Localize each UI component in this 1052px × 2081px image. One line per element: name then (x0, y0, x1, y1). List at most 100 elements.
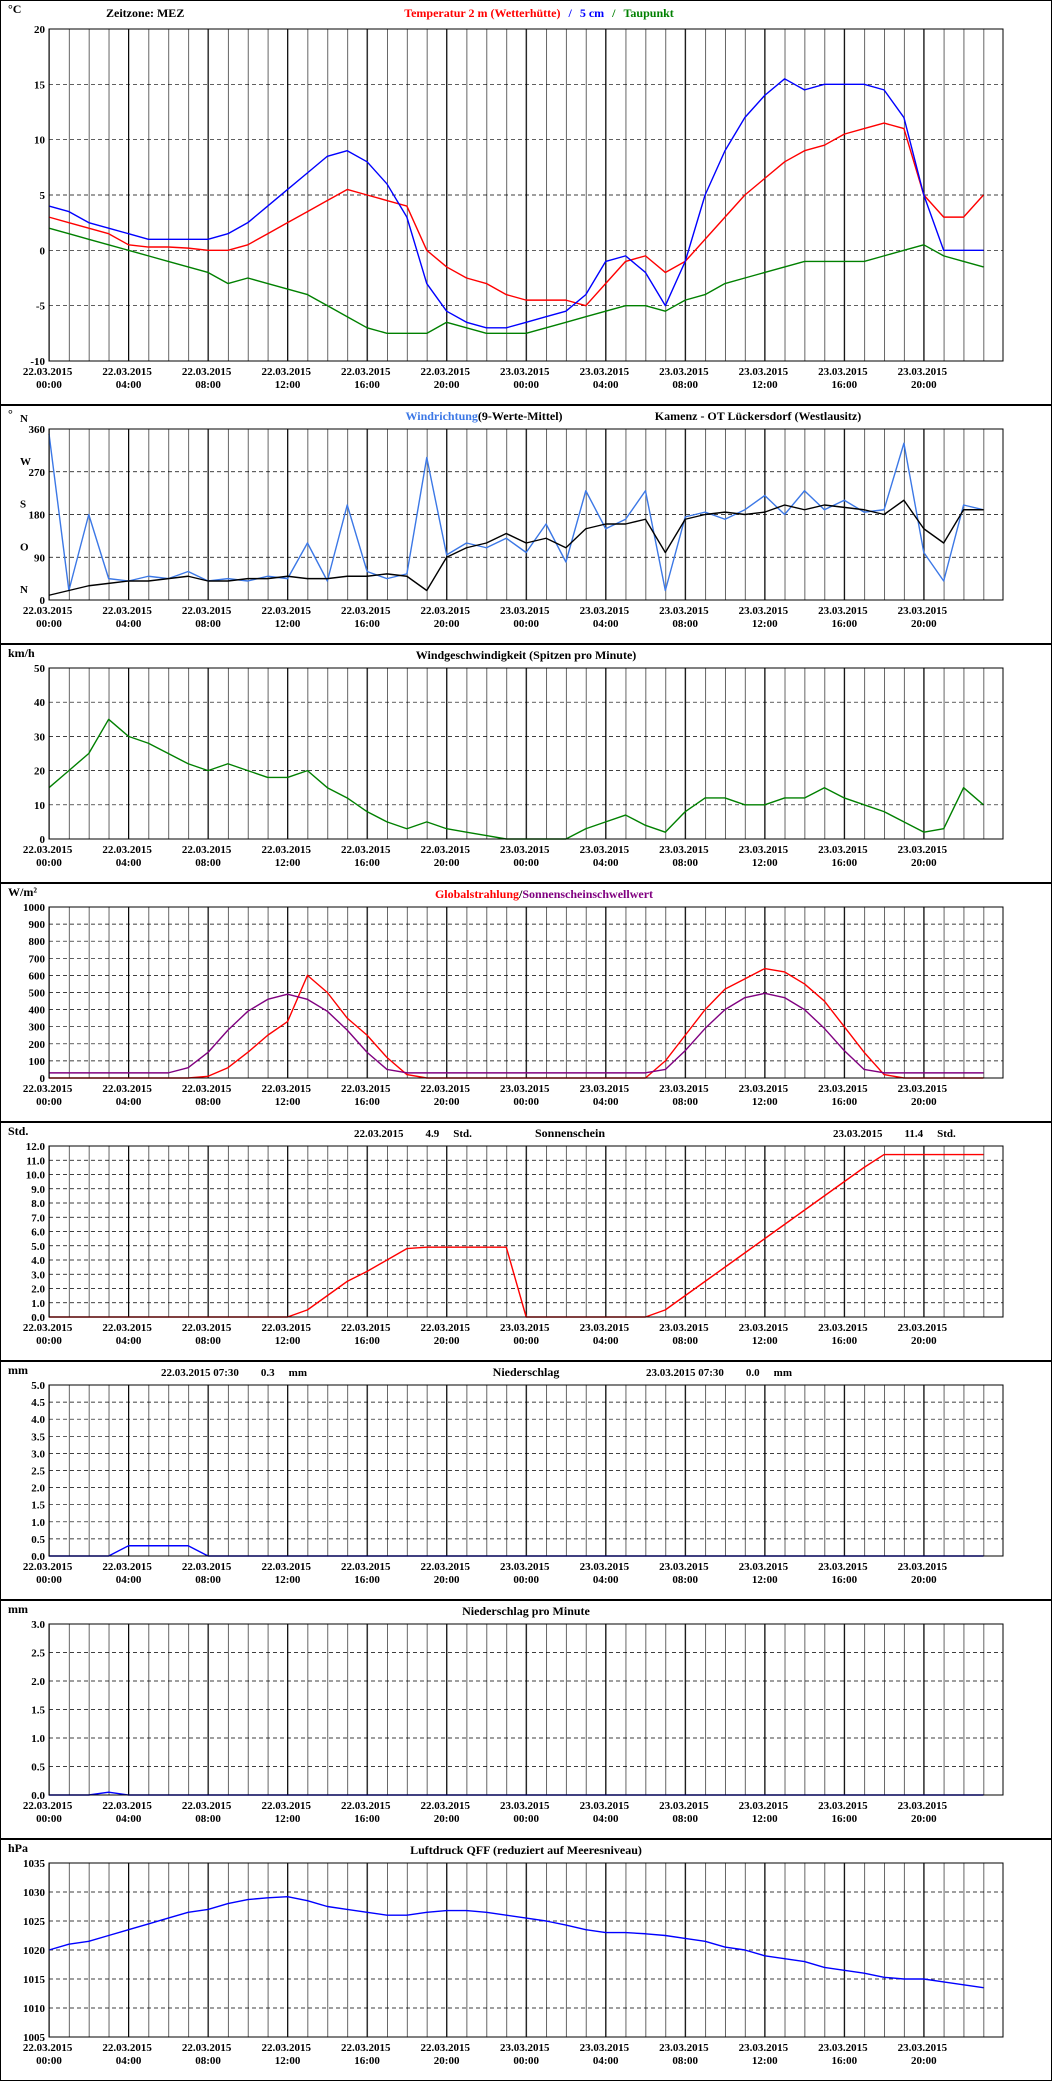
annotation: mm (289, 1367, 307, 1379)
x-tick-label: 23.03.2015 08:00 (659, 1322, 711, 1347)
y-tick-label: 1.5 (31, 1705, 45, 1717)
x-tick-label: 22.03.2015 16:00 (341, 1561, 393, 1586)
y-axis-label: hPa (8, 1841, 28, 1855)
x-tick-label: 23.03.2015 04:00 (580, 1561, 632, 1586)
x-tick-label: 22.03.2015 08:00 (182, 1322, 234, 1347)
y-tick-label: 900 (29, 919, 46, 931)
x-tick-label: 23.03.2015 04:00 (580, 2042, 632, 2067)
y-tick-label: 700 (29, 953, 46, 965)
y-tick-label: 9.0 (31, 1184, 45, 1196)
x-tick-label: 22.03.2015 04:00 (102, 1800, 154, 1825)
x-tick-label: 22.03.2015 04:00 (102, 1561, 154, 1586)
x-tick-label: 23.03.2015 12:00 (739, 1083, 791, 1108)
x-tick-label: 22.03.2015 16:00 (341, 366, 393, 391)
x-tick-label: 23.03.2015 20:00 (898, 1561, 950, 1586)
y-tick-label: 7.0 (31, 1212, 45, 1224)
x-tick-label: 22.03.2015 16:00 (341, 605, 393, 630)
chart-title: Sonnenschein (535, 1126, 605, 1140)
x-tick-label: 23.03.2015 04:00 (580, 844, 632, 869)
y-tick-label: 1020 (23, 1945, 46, 1957)
y-tick-label: 800 (29, 936, 46, 948)
y-axis-label: km/h (8, 646, 35, 660)
x-tick-label: 22.03.2015 20:00 (421, 605, 473, 630)
y-tick-label: 0.0 (31, 1790, 45, 1802)
x-tick-label: 22.03.2015 20:00 (421, 1561, 473, 1586)
x-tick-label: 23.03.2015 12:00 (739, 1322, 791, 1347)
series-line (48, 78, 984, 329)
legend-entry: Temperatur 2 m (Wetterhütte) (404, 6, 560, 20)
y-tick-label: 0.5 (31, 1534, 45, 1546)
x-tick-label: 23.03.2015 16:00 (818, 366, 870, 391)
x-tick-label: 23.03.2015 20:00 (898, 1322, 950, 1347)
x-tick-label: 22.03.2015 04:00 (102, 1083, 154, 1108)
y-tick-label: 8.0 (31, 1198, 45, 1210)
y-tick-label: -5 (36, 301, 46, 313)
y-tick-label: 30 (34, 731, 46, 743)
x-tick-label: 22.03.2015 08:00 (182, 844, 234, 869)
y-tick-label: 4.5 (31, 1397, 45, 1409)
x-tick-label: 22.03.2015 04:00 (102, 2042, 154, 2067)
x-tick-label: 23.03.2015 20:00 (898, 1083, 950, 1108)
y-tick-label: 1015 (23, 1974, 46, 1986)
plot-frame (48, 667, 1004, 840)
x-tick-label: 22.03.2015 12:00 (261, 1083, 313, 1108)
y-tick-label: 10 (34, 800, 46, 812)
x-tick-label: 23.03.2015 16:00 (818, 1322, 870, 1347)
legend-entry: Globalstrahlung (435, 887, 519, 901)
x-tick-label: 22.03.2015 08:00 (182, 605, 234, 630)
y-tick-label: 0 (40, 595, 46, 607)
x-tick-label: 22.03.2015 16:00 (341, 1083, 393, 1108)
x-tick-label: 23.03.2015 20:00 (898, 605, 950, 630)
y-tick-label: 1025 (23, 1916, 46, 1928)
x-tick-label: 23.03.2015 16:00 (818, 2042, 870, 2067)
x-tick-label: 22.03.2015 20:00 (421, 2042, 473, 2067)
y-tick-label: 15 (34, 79, 46, 91)
y-axis-label: °C (8, 2, 21, 16)
x-tick-label: 23.03.2015 08:00 (659, 1083, 711, 1108)
series-line (48, 122, 984, 307)
x-tick-label: 22.03.2015 00:00 (23, 366, 75, 391)
x-tick-label: 23.03.2015 00:00 (500, 2042, 552, 2067)
compass-label: S (20, 499, 26, 511)
y-tick-label: 1.0 (31, 1733, 45, 1745)
x-tick-label: 23.03.2015 04:00 (580, 1322, 632, 1347)
y-tick-label: 11.0 (26, 1155, 45, 1167)
x-tick-label: 23.03.2015 04:00 (580, 1800, 632, 1825)
x-tick-label: 23.03.2015 16:00 (818, 1083, 870, 1108)
y-tick-label: 1000 (23, 902, 46, 914)
y-tick-label: 0.5 (31, 1762, 45, 1774)
x-tick-label: 23.03.2015 00:00 (500, 1561, 552, 1586)
y-tick-label: 500 (29, 988, 46, 1000)
x-tick-label: 23.03.2015 00:00 (500, 1083, 552, 1108)
y-tick-label: 2.0 (31, 1676, 45, 1688)
y-tick-label: 0 (40, 245, 46, 257)
legend-entry: 5 cm (580, 6, 604, 20)
legend-entry: Taupunkt (624, 6, 674, 20)
y-tick-label: 0 (40, 1073, 46, 1085)
y-tick-label: 20 (34, 766, 46, 778)
x-tick-label: 23.03.2015 12:00 (739, 1800, 791, 1825)
x-tick-label: 23.03.2015 04:00 (580, 1083, 632, 1108)
x-tick-label: 22.03.2015 08:00 (182, 1083, 234, 1108)
x-tick-label: 22.03.2015 12:00 (261, 1800, 313, 1825)
x-tick-label: 22.03.2015 08:00 (182, 1561, 234, 1586)
x-tick-label: 23.03.2015 20:00 (898, 1800, 950, 1825)
panel: 0 10 20 30 40 50 22.03.2015 00:00 22.03.2015 04… (0, 644, 1052, 883)
y-tick-label: 4.0 (31, 1255, 45, 1267)
x-tick-label: 22.03.2015 00:00 (23, 1561, 75, 1586)
y-tick-label: 0.0 (31, 1551, 45, 1563)
y-tick-label: 5.0 (31, 1380, 45, 1392)
x-tick-label: 23.03.2015 12:00 (739, 844, 791, 869)
y-axis-label: W/m² (8, 885, 37, 899)
x-tick-label: 22.03.2015 00:00 (23, 1322, 75, 1347)
panel: 0.0 1.0 2.0 3.0 4.0 5.0 6.0 7.0 8.0 9.0 10.0 11.0 12… (0, 1122, 1052, 1361)
x-tick-label: 23.03.2015 12:00 (739, 2042, 791, 2067)
panel: 0.0 0.5 1.0 1.5 2.0 2.5 3.0 22.03.2015 00:00 22.… (0, 1600, 1052, 1839)
station-name: Kamenz - OT Lückersdorf (Westlausitz) (655, 409, 861, 423)
series-line (48, 1895, 984, 1989)
y-tick-label: 100 (29, 1056, 46, 1068)
plot-frame (48, 28, 1004, 362)
y-tick-label: 5 (40, 190, 46, 202)
